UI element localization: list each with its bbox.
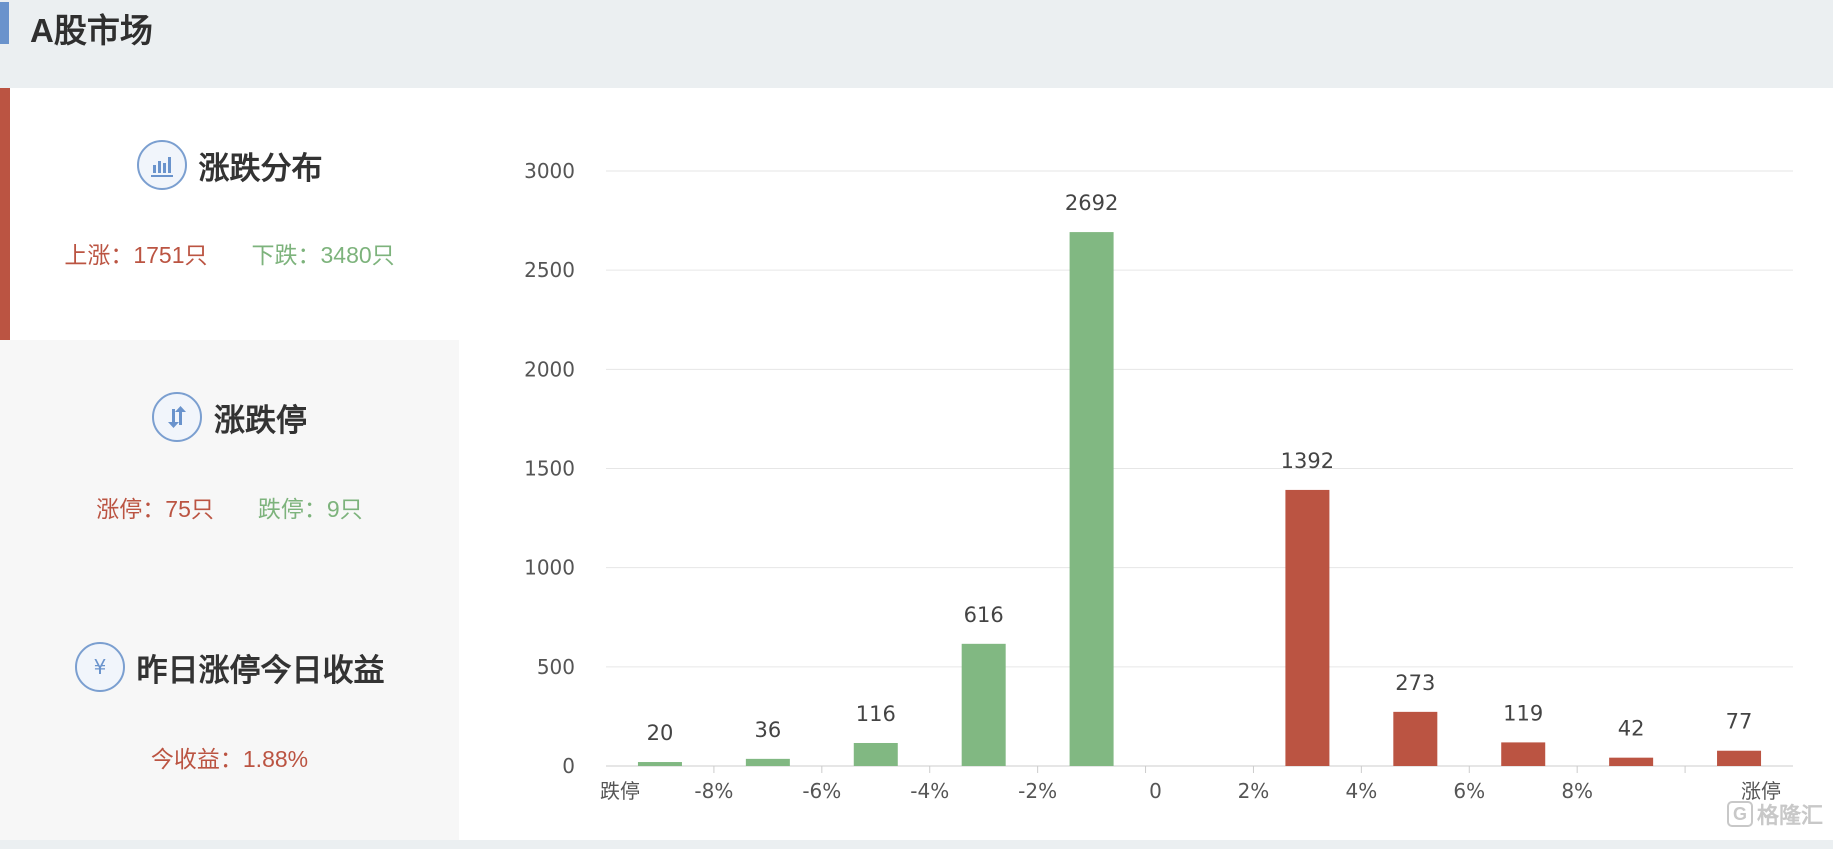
fall-count: 下跌：3480只: [251, 242, 395, 268]
yen-icon: ¥: [74, 642, 125, 692]
bar: [745, 758, 790, 766]
card-title: 昨日涨停今日收益: [136, 652, 385, 688]
card-yesterday-limit-up-return[interactable]: ¥ 昨日涨停今日收益 今收益：1.88%: [0, 590, 459, 840]
up-down-arrows-icon: [152, 392, 202, 442]
x-tick-label: 2%: [1238, 779, 1270, 803]
bar: [961, 643, 1006, 766]
y-tick-label: 1500: [524, 457, 575, 481]
bar: [1285, 489, 1330, 766]
bar-value-label: 273: [1395, 671, 1435, 695]
header-accent-bar: [0, 2, 9, 44]
distribution-chart-area: 0 500 1000 1500 2000 2500 3000 跌停 -8% -6% -4% -2% 0 2…: [459, 88, 1833, 840]
x-tick-label: 0: [1149, 779, 1162, 803]
bar-value-label: 42: [1618, 717, 1645, 741]
bar-value-label: 116: [856, 702, 896, 726]
card-rise-fall-distribution[interactable]: 涨跌分布 上涨：1751只 下跌：3480只: [0, 88, 459, 340]
x-tick-label: -8%: [694, 779, 733, 803]
limit-up-count: 涨停：75只: [96, 496, 214, 522]
bar: [637, 762, 682, 766]
rise-count: 上涨：1751只: [64, 242, 208, 268]
watermark-logo-icon: G: [1726, 801, 1753, 827]
bar-value-label: 2692: [1065, 191, 1118, 215]
bar-value-label: 1392: [1281, 449, 1334, 473]
bar: [1069, 232, 1114, 766]
y-tick-label: 3000: [524, 159, 575, 183]
page-header: A股市场: [0, 0, 1833, 86]
watermark: G 格隆汇: [1726, 798, 1823, 830]
x-tick-label: 8%: [1561, 779, 1593, 803]
x-tick-label: -2%: [1018, 779, 1057, 803]
y-tick-label: 500: [537, 655, 575, 679]
bar-value-label: 20: [647, 721, 674, 745]
x-tick-label: 6%: [1453, 779, 1485, 803]
x-tick-label: -4%: [910, 779, 949, 803]
y-tick-label: 2000: [524, 357, 575, 381]
bottom-strip: [0, 840, 1833, 849]
bar-chart-icon: [136, 140, 187, 190]
x-tick-label: 跌停: [600, 779, 640, 803]
bar: [1393, 711, 1438, 766]
card-title: 涨跌分布: [198, 150, 323, 186]
page-title: A股市场: [30, 12, 153, 49]
card-title: 涨跌停: [214, 402, 307, 438]
x-tick-label: -6%: [802, 779, 841, 803]
y-tick-label: 0: [562, 754, 575, 778]
distribution-bar-chart: 0 500 1000 1500 2000 2500 3000 跌停 -8% -6% -4% -2% 0 2…: [524, 159, 1793, 803]
bar: [1717, 750, 1762, 766]
bar: [1609, 757, 1654, 766]
limit-down-count: 跌停：9只: [257, 496, 363, 522]
x-tick-label: 涨停: [1741, 779, 1781, 803]
x-tick-label: 4%: [1345, 779, 1377, 803]
bar-value-label: 616: [964, 603, 1004, 627]
svg-text:¥: ¥: [93, 655, 106, 679]
bar: [853, 742, 898, 766]
bar-value-label: 36: [754, 718, 781, 742]
today-return: 今收益：1.88%: [150, 746, 309, 772]
card-active-indicator: [0, 88, 10, 340]
y-tick-label: 1000: [524, 556, 575, 580]
watermark-text: 格隆汇: [1756, 803, 1823, 828]
card-limit-up-down[interactable]: 涨跌停 涨停：75只 跌停：9只: [0, 340, 459, 590]
bar-value-label: 77: [1726, 710, 1753, 734]
y-tick-label: 2500: [524, 258, 575, 282]
bar-value-label: 119: [1503, 701, 1543, 725]
bar: [1501, 742, 1546, 766]
